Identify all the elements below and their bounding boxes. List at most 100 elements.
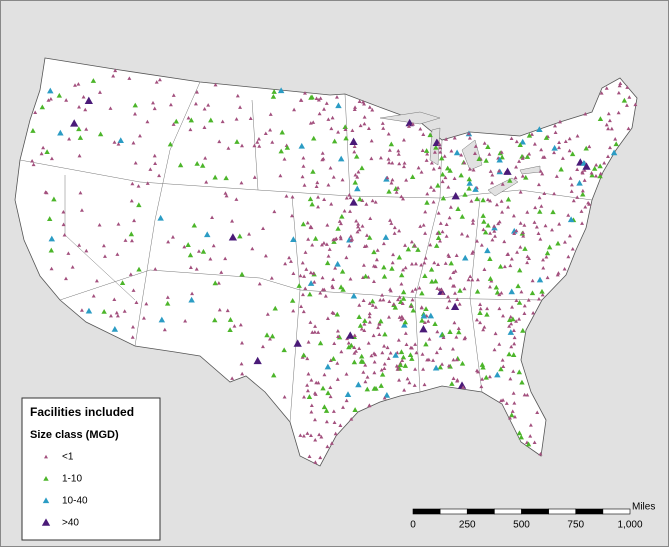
facility-marker [85, 307, 93, 314]
facility-marker [453, 149, 461, 156]
facility-marker [396, 148, 401, 153]
facility-marker [350, 128, 355, 133]
facility-marker [575, 133, 580, 138]
facility-marker [153, 267, 158, 271]
facility-marker [319, 434, 324, 439]
facility-marker [399, 314, 404, 319]
facility-marker [525, 393, 530, 397]
facility-marker [337, 155, 345, 162]
facility-marker [566, 254, 571, 259]
facility-marker [355, 175, 360, 179]
facility-marker [369, 138, 374, 143]
facility-marker [257, 281, 262, 286]
facility-marker [122, 309, 127, 313]
facility-marker [386, 356, 391, 360]
facility-marker [505, 196, 512, 202]
facility-marker [234, 197, 239, 201]
facility-marker [425, 191, 430, 196]
facility-marker [445, 305, 450, 310]
facility-marker [500, 358, 505, 362]
scale-segment [412, 508, 441, 515]
facility-marker [507, 415, 512, 420]
facility-marker [66, 251, 71, 255]
facility-marker [475, 368, 479, 373]
facility-marker [382, 331, 388, 337]
facility-marker [367, 320, 372, 324]
facility-marker [200, 248, 207, 254]
facility-marker [453, 269, 458, 273]
facility-marker [342, 124, 348, 130]
facility-marker [557, 140, 562, 144]
facility-marker [433, 243, 440, 248]
facility-marker [306, 237, 311, 241]
facility-marker [377, 322, 382, 326]
facility-marker [494, 202, 499, 207]
facility-marker [562, 240, 567, 244]
facility-marker [360, 224, 365, 228]
facility-marker [466, 179, 473, 186]
facility-marker [519, 153, 525, 159]
facility-marker [339, 268, 346, 274]
facility-marker [112, 297, 117, 302]
facility-marker [336, 130, 341, 134]
facility-marker [70, 265, 75, 269]
facility-marker [338, 221, 343, 226]
facility-marker [380, 121, 385, 125]
facility-marker [535, 410, 540, 414]
facility-marker [370, 198, 375, 203]
facility-marker [330, 283, 335, 288]
facility-marker [514, 298, 519, 302]
facility-marker [508, 376, 513, 381]
facility-marker [349, 137, 358, 146]
facility-marker [457, 302, 462, 306]
facility-marker [324, 363, 332, 370]
facility-marker [298, 142, 305, 149]
facility-marker [367, 311, 372, 316]
facility-marker [422, 260, 427, 265]
facility-marker [338, 284, 344, 290]
facility-marker [480, 197, 486, 203]
facility-marker [144, 301, 149, 306]
legend-box [21, 397, 161, 541]
facility-marker [500, 182, 505, 186]
facility-marker [388, 287, 393, 291]
facility-marker [332, 420, 337, 425]
facility-marker [318, 290, 323, 295]
facility-marker [358, 123, 363, 128]
facility-marker [492, 229, 497, 233]
facility-marker [484, 311, 490, 317]
facility-marker [447, 167, 453, 173]
facility-marker [329, 126, 334, 131]
facility-marker [223, 191, 228, 195]
facility-marker [438, 346, 443, 350]
facility-marker [428, 266, 435, 272]
facility-marker [424, 158, 429, 162]
facility-marker [157, 214, 164, 221]
facility-marker [353, 153, 360, 159]
facility-marker [342, 208, 347, 213]
facility-marker [271, 89, 277, 94]
facility-marker [133, 160, 138, 165]
facility-marker [363, 379, 368, 384]
facility-marker [580, 191, 586, 197]
facility-marker [317, 340, 324, 346]
facility-marker [459, 360, 466, 366]
facility-marker [114, 310, 119, 315]
facility-marker [171, 122, 176, 126]
facility-marker [282, 395, 287, 399]
facility-marker [466, 176, 472, 182]
facility-marker [598, 171, 603, 176]
facility-marker [512, 231, 517, 236]
facility-marker [306, 394, 313, 399]
facility-marker [400, 301, 405, 306]
facility-marker [583, 204, 588, 209]
facility-marker [314, 96, 319, 100]
facility-marker [469, 199, 474, 203]
facility-marker [538, 237, 543, 241]
facility-marker [410, 289, 415, 293]
facility-marker [448, 205, 453, 209]
facility-marker [397, 228, 402, 233]
facility-marker [364, 233, 369, 237]
facility-marker [492, 224, 497, 228]
facility-marker [39, 151, 44, 156]
